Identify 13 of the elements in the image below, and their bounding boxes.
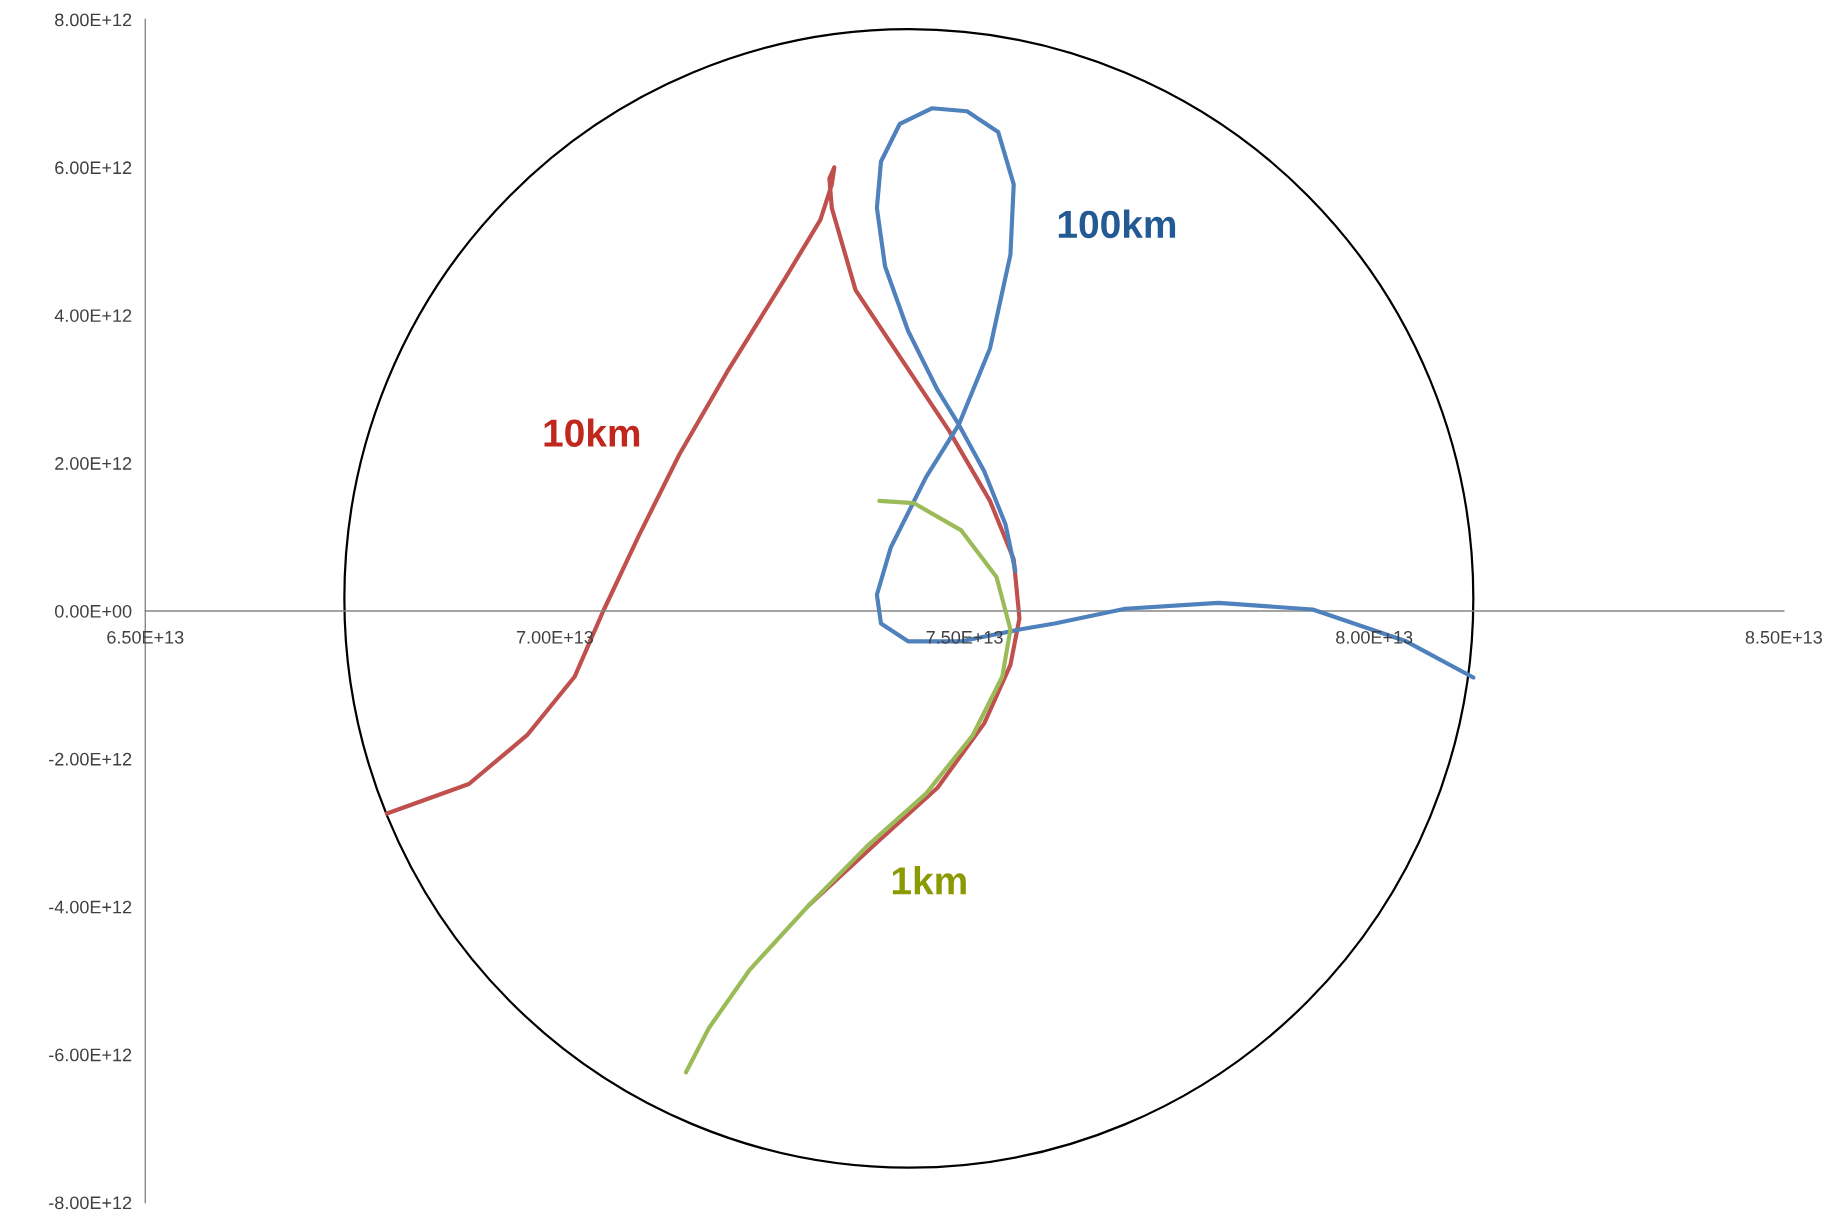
y-tick-label: 2.00E+12 [55,457,132,470]
y-tick-label: -2.00E+12 [49,752,132,766]
y-tick-label: -8.00E+12 [49,1196,132,1210]
annotation: 100km [1058,209,1176,239]
y-tick-label: 6.00E+12 [55,161,132,175]
y-tick-label: 0.00E+00 [54,604,132,618]
annotation: 10km [544,418,640,447]
y-tick-label: -4.00E+12 [49,900,132,914]
y-tick-label: 4.00E+12 [54,309,132,322]
y-tick-label: 8.00E+12 [55,13,132,27]
annotation: 1km [892,866,966,895]
x-tick-label: 8.50E+13 [1745,630,1822,644]
y-tick-label: -6.00E+12 [49,1048,132,1062]
